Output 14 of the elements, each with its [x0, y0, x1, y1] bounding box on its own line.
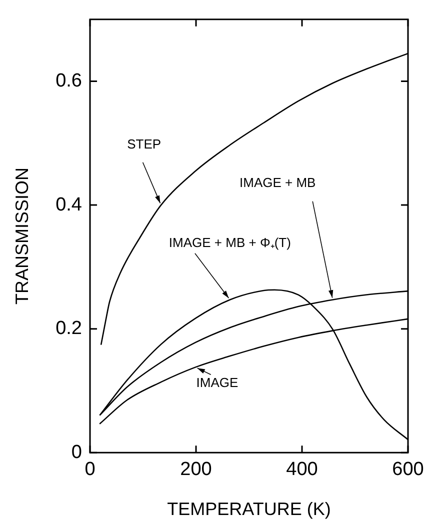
- x-tick-label: 400: [286, 459, 318, 480]
- y-tick-label: 0: [71, 442, 82, 463]
- text: IMAGE + MB: [240, 175, 316, 190]
- y-tick-label: 0.2: [56, 318, 82, 340]
- legend-label: IMAGE: [196, 374, 238, 390]
- x-tick-label: 600: [392, 459, 424, 480]
- x-tick-label: 200: [180, 459, 212, 480]
- y-tick-label: 0.6: [56, 70, 82, 92]
- x-axis-title: TEMPERATURE (K): [167, 499, 331, 520]
- x-tick-label: 0: [84, 459, 96, 480]
- text: STEP: [127, 136, 162, 152]
- y-tick-label: 0.4: [56, 194, 82, 216]
- text: IMAGE + MB + Φ₊(T): [168, 234, 291, 250]
- y-axis-title: TRANSMISSION: [12, 167, 32, 305]
